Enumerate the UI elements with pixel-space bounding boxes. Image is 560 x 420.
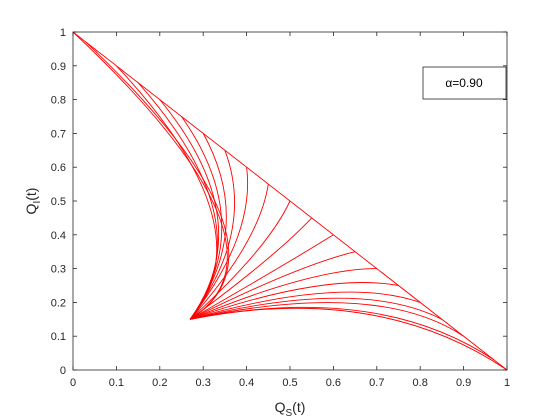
trajectory-line xyxy=(189,167,249,320)
axis-ticks: 0 0.1 0.2 0.3 0.4 0.5 0.6 0.7 0.8 0.9 1 0 0.1 0.2 0.3 0… xyxy=(51,27,510,389)
y-tick-label: 0.8 xyxy=(51,95,66,107)
x-tick-label: 0.4 xyxy=(239,377,254,389)
x-tick-label: 0 xyxy=(70,377,76,389)
x-tick-label: 0.2 xyxy=(152,377,167,389)
trajectory-line xyxy=(190,268,377,320)
y-tick-label: 1 xyxy=(60,27,66,39)
boundary-line-group xyxy=(72,31,508,371)
trajectory-line xyxy=(85,41,230,320)
y-tick-label: 0.2 xyxy=(51,297,66,309)
legend: α=0.90 xyxy=(422,66,507,100)
y-tick-label: 0.5 xyxy=(51,196,66,208)
trajectory-line xyxy=(189,150,235,320)
y-tick-label: 0.3 xyxy=(51,264,66,276)
trajectory-curves xyxy=(72,31,508,371)
trajectory-line xyxy=(190,297,443,320)
x-tick-label: 0.7 xyxy=(369,377,384,389)
trajectory-line xyxy=(189,200,291,320)
trajectory-line xyxy=(189,251,356,320)
boundary-line xyxy=(72,31,508,371)
x-tick-label: 0.1 xyxy=(109,377,124,389)
trajectory-line xyxy=(189,133,227,320)
y-tick-label: 0.4 xyxy=(51,230,66,242)
trajectory-line xyxy=(190,307,508,371)
trajectory-line xyxy=(190,291,421,320)
x-tick-label: 0.9 xyxy=(456,377,471,389)
x-tick-label: 1 xyxy=(504,377,510,389)
y-tick-label: 0.6 xyxy=(51,162,66,174)
y-tick-label: 0 xyxy=(60,365,66,377)
y-axis-label: QI(t) xyxy=(23,188,43,215)
x-tick-label: 0.6 xyxy=(326,377,341,389)
trajectory-line xyxy=(190,302,464,337)
legend-box xyxy=(422,66,507,100)
y-tick-label: 0.9 xyxy=(51,61,66,73)
x-axis-label: QS(t) xyxy=(275,399,306,419)
x-tick-label: 0.8 xyxy=(413,377,428,389)
trajectory-line xyxy=(190,282,399,320)
trajectory-line xyxy=(189,234,334,320)
y-tick-label: 0.1 xyxy=(51,331,66,343)
x-tick-label: 0.3 xyxy=(196,377,211,389)
legend-text: α=0.90 xyxy=(445,76,483,90)
trajectory-line xyxy=(189,217,313,320)
x-tick-label: 0.5 xyxy=(282,377,297,389)
y-tick-label: 0.7 xyxy=(51,128,66,140)
trajectory-line xyxy=(189,184,269,320)
